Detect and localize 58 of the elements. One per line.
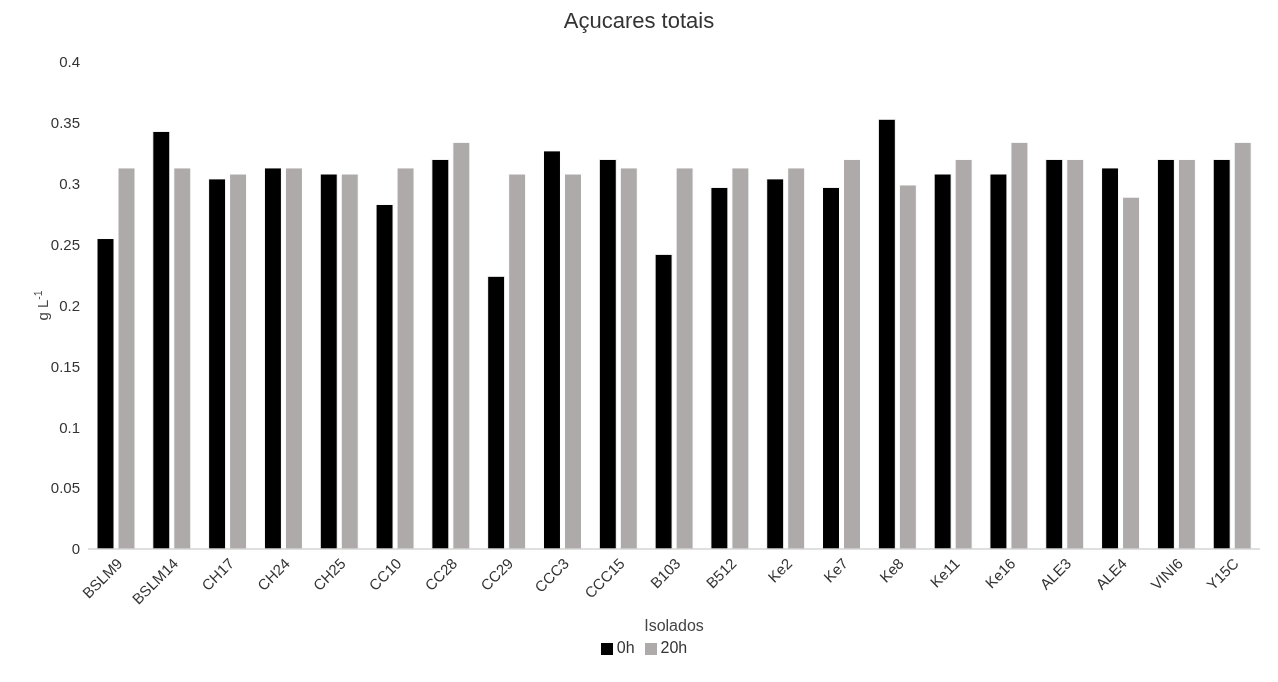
y-tick-label: 0.05 [50, 479, 80, 497]
bar [340, 173, 359, 549]
y-tick-label: 0.3 [59, 175, 80, 193]
chart-title: Açucares totais [562, 8, 716, 35]
bar [396, 167, 415, 549]
y-tick-label: 0.25 [50, 235, 80, 253]
bar [1045, 158, 1064, 549]
y-tick-label: 0.15 [50, 357, 80, 375]
bar [319, 173, 338, 549]
bar [96, 238, 115, 549]
bar [173, 167, 192, 549]
x-tick-label: Ke7 [820, 554, 852, 586]
bar [898, 184, 917, 549]
bar [1101, 167, 1120, 549]
x-tick-label: Ke8 [875, 554, 907, 586]
bar [152, 130, 171, 549]
bar [731, 167, 750, 549]
bar [487, 275, 506, 549]
y-tick-label: 0.2 [59, 296, 80, 314]
bar [598, 158, 617, 549]
y-tick-label: 0.35 [50, 114, 80, 132]
bar [954, 158, 973, 549]
bar [117, 167, 136, 549]
bar [822, 186, 841, 549]
bar [619, 167, 638, 549]
bar [675, 167, 694, 549]
legend-label: 0h [616, 639, 635, 656]
bar [431, 158, 450, 549]
y-tick-label: 0.4 [59, 53, 80, 71]
bar [1156, 158, 1175, 549]
bar [452, 141, 471, 549]
bar [508, 173, 527, 549]
bar [766, 178, 785, 549]
bar [787, 167, 806, 549]
bar [933, 173, 952, 549]
bar [263, 167, 282, 549]
bar [989, 173, 1008, 549]
bar [877, 118, 896, 549]
bar [843, 158, 862, 549]
bar [229, 173, 248, 549]
y-tick-label: 0 [71, 540, 80, 558]
bar [375, 203, 394, 549]
y-tick-label: 0.1 [59, 418, 80, 436]
bar [710, 186, 729, 549]
bar [542, 150, 561, 549]
x-axis-title: Isolados [644, 617, 704, 634]
bar [284, 167, 303, 549]
bar [208, 178, 227, 549]
bar [1177, 158, 1196, 549]
legend-label: 20h [660, 639, 688, 656]
bar [1066, 158, 1085, 549]
bar [1122, 196, 1141, 549]
bar [563, 173, 582, 549]
bar [654, 253, 673, 549]
bar [1010, 141, 1029, 549]
x-tick-label: Ke2 [764, 554, 796, 586]
bar [1233, 141, 1252, 549]
bar [1212, 158, 1231, 549]
